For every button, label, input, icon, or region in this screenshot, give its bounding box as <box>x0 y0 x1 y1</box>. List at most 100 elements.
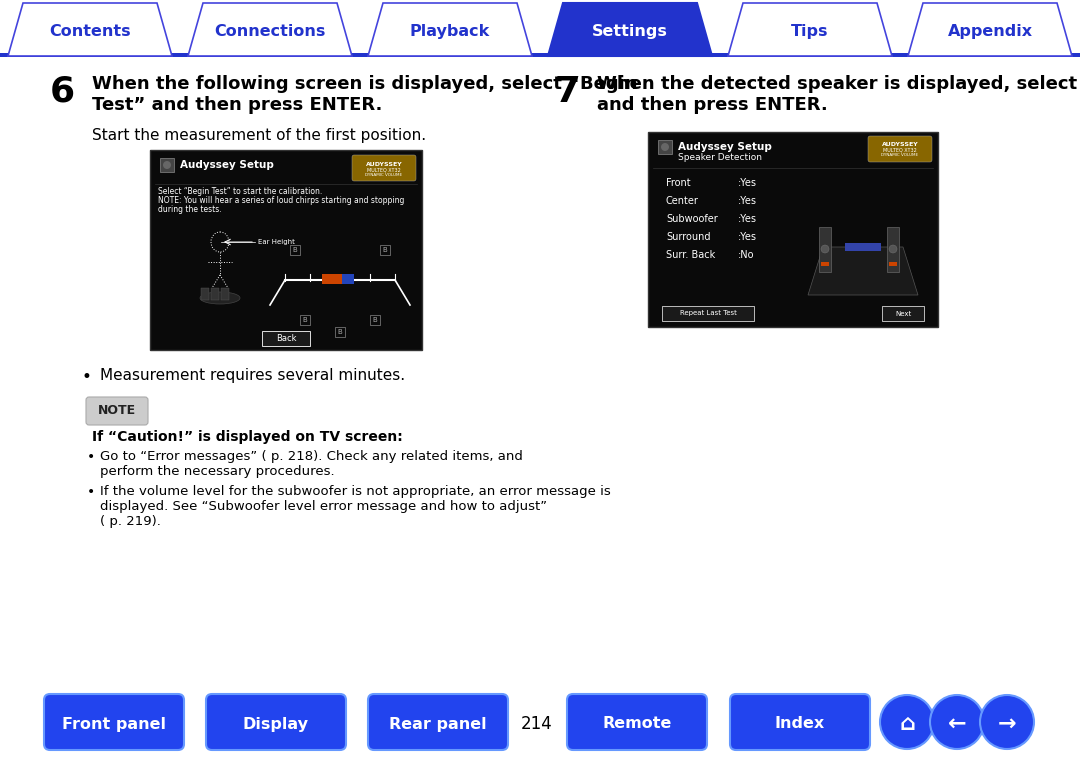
Text: Display: Display <box>243 717 309 731</box>
Text: If “Caution!” is displayed on TV screen:: If “Caution!” is displayed on TV screen: <box>92 430 403 444</box>
Text: :Yes: :Yes <box>738 178 757 188</box>
Text: DYNAMIC VOLUME: DYNAMIC VOLUME <box>881 153 919 157</box>
Text: ←: ← <box>947 714 967 734</box>
Text: Next: Next <box>895 310 912 317</box>
Text: Measurement requires several minutes.: Measurement requires several minutes. <box>100 368 405 383</box>
Text: Connections: Connections <box>214 24 326 39</box>
Bar <box>819 227 831 272</box>
Text: Repeat Last Test: Repeat Last Test <box>679 310 737 317</box>
FancyBboxPatch shape <box>262 331 310 346</box>
Bar <box>291 245 300 255</box>
Text: DYNAMIC VOLUME: DYNAMIC VOLUME <box>365 173 403 177</box>
Bar <box>335 327 345 337</box>
FancyBboxPatch shape <box>86 397 148 425</box>
FancyBboxPatch shape <box>567 694 707 750</box>
Circle shape <box>661 143 669 151</box>
Text: 6: 6 <box>50 75 76 109</box>
Text: Front panel: Front panel <box>62 717 166 731</box>
Bar <box>150 150 422 350</box>
FancyBboxPatch shape <box>206 694 346 750</box>
Text: B: B <box>338 329 342 335</box>
Text: Contents: Contents <box>50 24 131 39</box>
Ellipse shape <box>200 292 240 304</box>
Text: MULTEQ XT32: MULTEQ XT32 <box>367 168 401 173</box>
FancyBboxPatch shape <box>882 306 924 321</box>
Bar <box>342 274 354 284</box>
Text: Remote: Remote <box>603 717 672 731</box>
Text: :Yes: :Yes <box>738 214 757 224</box>
Text: Audyssey Setup: Audyssey Setup <box>678 142 772 152</box>
Text: and then press ENTER.: and then press ENTER. <box>597 96 827 114</box>
Bar <box>0 53 1080 57</box>
FancyBboxPatch shape <box>368 694 508 750</box>
Text: B: B <box>382 247 388 253</box>
Bar <box>380 245 390 255</box>
FancyBboxPatch shape <box>352 155 416 181</box>
Text: displayed. See “Subwoofer level error message and how to adjust”: displayed. See “Subwoofer level error me… <box>100 500 548 513</box>
Text: NOTE: You will hear a series of loud chirps starting and stopping: NOTE: You will hear a series of loud chi… <box>158 196 404 205</box>
Text: MULTEQ XT32: MULTEQ XT32 <box>883 148 917 153</box>
Text: (​ p. 219).: (​ p. 219). <box>100 515 161 528</box>
Text: perform the necessary procedures.: perform the necessary procedures. <box>100 465 335 478</box>
Polygon shape <box>548 3 712 56</box>
Polygon shape <box>808 247 918 295</box>
Bar <box>211 288 219 300</box>
Text: When the detected speaker is displayed, select “Next”: When the detected speaker is displayed, … <box>597 75 1080 93</box>
FancyBboxPatch shape <box>730 694 870 750</box>
Text: Speaker Detection: Speaker Detection <box>678 153 762 162</box>
Text: B: B <box>302 317 308 323</box>
Text: Rear panel: Rear panel <box>389 717 487 731</box>
Text: Surr. Back: Surr. Back <box>666 250 715 260</box>
Text: Back: Back <box>275 334 296 343</box>
Text: Center: Center <box>666 196 699 206</box>
FancyBboxPatch shape <box>868 136 932 162</box>
Text: Appendix: Appendix <box>947 24 1032 39</box>
Text: ⌂: ⌂ <box>899 714 915 734</box>
Text: If the volume level for the subwoofer is not appropriate, an error message is: If the volume level for the subwoofer is… <box>100 485 611 498</box>
Text: :No: :No <box>738 250 755 260</box>
Text: Start the measurement of the first position.: Start the measurement of the first posit… <box>92 128 427 143</box>
Text: •: • <box>82 368 92 386</box>
Text: :Yes: :Yes <box>738 196 757 206</box>
Circle shape <box>163 161 171 169</box>
Bar <box>804 197 923 297</box>
Text: When the following screen is displayed, select “Begin: When the following screen is displayed, … <box>92 75 637 93</box>
Bar <box>887 227 899 272</box>
Bar <box>889 262 897 266</box>
Text: Index: Index <box>774 717 825 731</box>
Polygon shape <box>368 3 532 56</box>
Polygon shape <box>908 3 1072 56</box>
Bar <box>845 243 881 251</box>
Polygon shape <box>728 3 892 56</box>
Text: B: B <box>293 247 297 253</box>
Text: AUDYSSEY: AUDYSSEY <box>881 142 918 147</box>
Circle shape <box>930 695 984 749</box>
Text: Settings: Settings <box>592 24 667 39</box>
Text: Select “Begin Test” to start the calibration.: Select “Begin Test” to start the calibra… <box>158 187 322 196</box>
Text: AUDYSSEY: AUDYSSEY <box>366 162 403 167</box>
Bar <box>658 140 672 154</box>
Text: during the tests.: during the tests. <box>158 205 221 214</box>
Bar <box>370 315 380 325</box>
Circle shape <box>980 695 1034 749</box>
Circle shape <box>880 695 934 749</box>
Text: Surround: Surround <box>666 232 711 242</box>
Text: •: • <box>87 450 95 464</box>
Bar <box>160 158 174 172</box>
Text: Playback: Playback <box>410 24 490 39</box>
Text: 7: 7 <box>555 75 580 109</box>
Text: Tips: Tips <box>792 24 828 39</box>
Text: 214: 214 <box>522 715 553 733</box>
FancyBboxPatch shape <box>662 306 754 321</box>
Text: Front: Front <box>666 178 690 188</box>
Text: →: → <box>998 714 1016 734</box>
Text: NOTE: NOTE <box>98 405 136 418</box>
Text: Audyssey Setup: Audyssey Setup <box>180 160 274 170</box>
Text: :Yes: :Yes <box>738 232 757 242</box>
Bar <box>221 288 229 300</box>
Ellipse shape <box>889 245 897 253</box>
Text: Go to “Error messages” (​ p. 218). Check any related items, and: Go to “Error messages” (​ p. 218). Check… <box>100 450 523 463</box>
Bar <box>322 274 342 284</box>
Bar <box>201 288 210 300</box>
Bar <box>821 262 829 266</box>
